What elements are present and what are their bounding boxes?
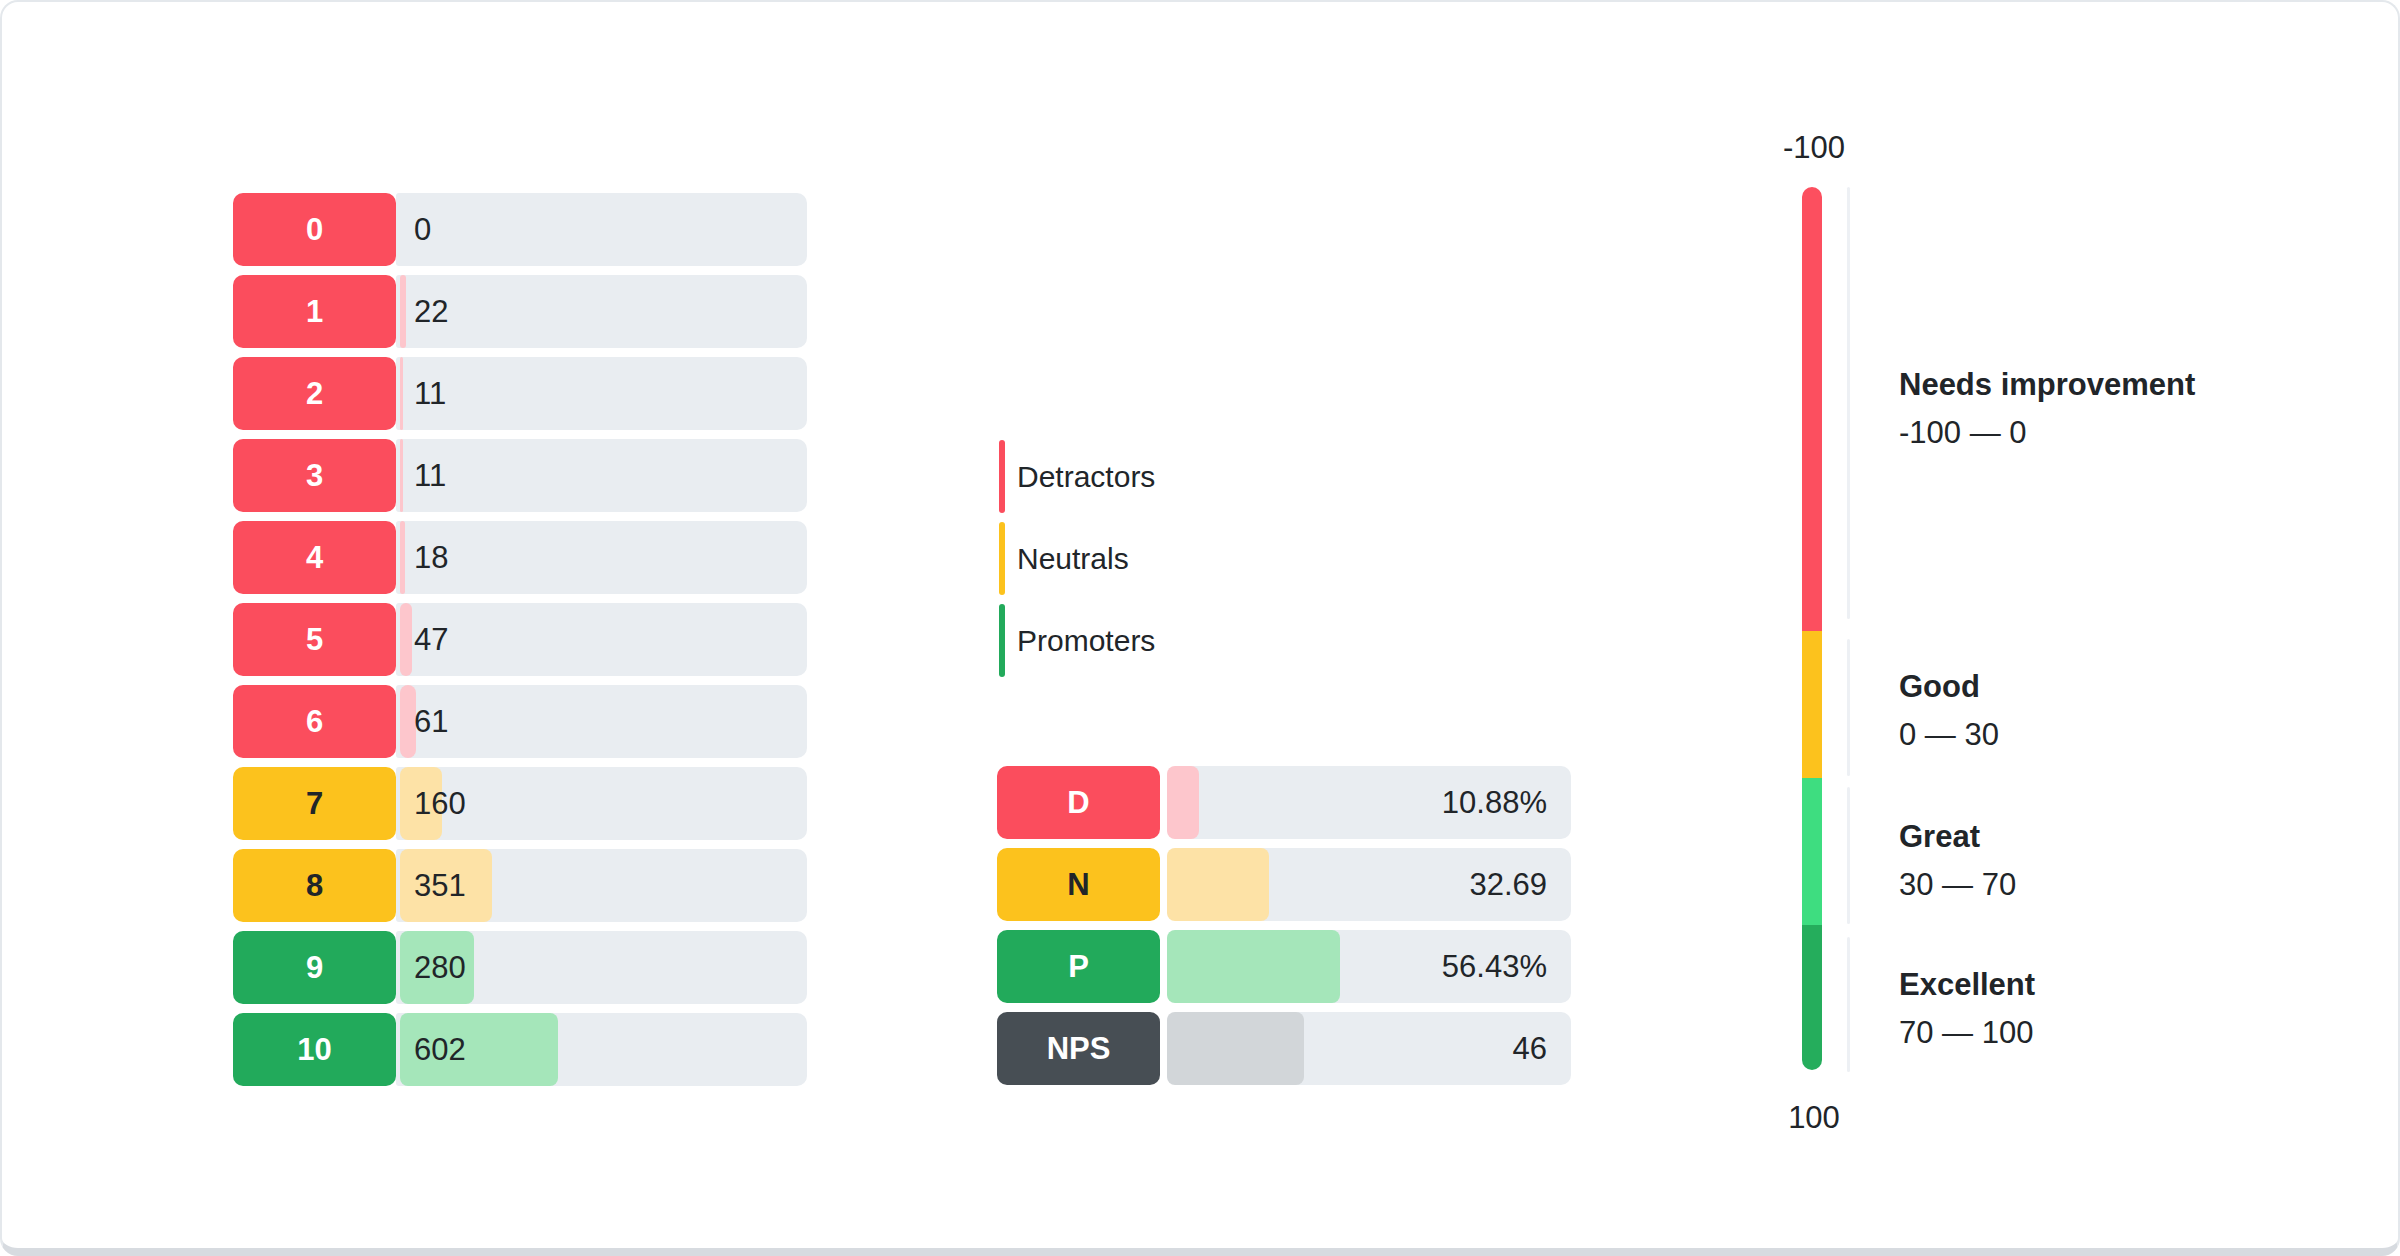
score-track-10: 602 <box>396 1013 807 1086</box>
score-count-0: 0 <box>396 193 807 266</box>
legend-item-detractors: Detractors <box>999 440 1155 513</box>
score-track-7: 160 <box>396 767 807 840</box>
summary-button-d[interactable]: D <box>997 766 1160 839</box>
score-row-6: 6 61 <box>233 685 807 758</box>
score-row-9: 9 280 <box>233 931 807 1004</box>
summary-row-neutrals: N 32.69 <box>997 848 1571 921</box>
score-row-2: 2 11 <box>233 357 807 430</box>
summary-value-d: 10.88% <box>1167 766 1571 839</box>
gauge-label-needs-improvement: Needs improvement -100 — 0 <box>1899 363 2195 455</box>
score-button-8[interactable]: 8 <box>233 849 396 922</box>
score-track-5: 47 <box>396 603 807 676</box>
legend-item-neutrals: Neutrals <box>999 522 1155 595</box>
score-button-2[interactable]: 2 <box>233 357 396 430</box>
summary-bars: D 10.88% N 32.69 P 56.43% NPS 46 <box>997 766 1571 1094</box>
gauge-label-good: Good 0 — 30 <box>1899 665 1999 757</box>
gauge-axis-segment-4 <box>1847 937 1850 1072</box>
score-count-9: 280 <box>396 931 807 1004</box>
zone-range: -100 — 0 <box>1899 411 2195 455</box>
summary-track-d: 10.88% <box>1167 766 1571 839</box>
gauge-zone-needs-improvement <box>1802 187 1822 631</box>
score-count-10: 602 <box>396 1013 807 1086</box>
score-row-0: 0 0 <box>233 193 807 266</box>
summary-button-p[interactable]: P <box>997 930 1160 1003</box>
score-track-0: 0 <box>396 193 807 266</box>
score-row-1: 1 22 <box>233 275 807 348</box>
summary-value-p: 56.43% <box>1167 930 1571 1003</box>
score-track-2: 11 <box>396 357 807 430</box>
summary-button-n[interactable]: N <box>997 848 1160 921</box>
score-button-9[interactable]: 9 <box>233 931 396 1004</box>
zone-range: 30 — 70 <box>1899 863 2016 907</box>
neutrals-swatch-icon <box>999 522 1005 595</box>
score-button-6[interactable]: 6 <box>233 685 396 758</box>
summary-row-nps: NPS 46 <box>997 1012 1571 1085</box>
nps-widget-card: 0 0 1 22 2 11 3 11 <box>0 0 2400 1256</box>
summary-track-n: 32.69 <box>1167 848 1571 921</box>
score-button-3[interactable]: 3 <box>233 439 396 512</box>
gauge-axis-segment-3 <box>1847 787 1850 924</box>
legend-item-promoters: Promoters <box>999 604 1155 677</box>
score-track-6: 61 <box>396 685 807 758</box>
zone-range: 70 — 100 <box>1899 1011 2035 1055</box>
score-track-8: 351 <box>396 849 807 922</box>
gauge-zone-great <box>1802 778 1822 925</box>
gauge-label-excellent: Excellent 70 — 100 <box>1899 963 2035 1055</box>
score-row-10: 10 602 <box>233 1013 807 1086</box>
score-count-5: 47 <box>396 603 807 676</box>
gauge-bar <box>1802 187 1822 1070</box>
score-count-4: 18 <box>396 521 807 594</box>
score-button-5[interactable]: 5 <box>233 603 396 676</box>
gauge-axis-segment-2 <box>1847 639 1850 776</box>
summary-button-nps[interactable]: NPS <box>997 1012 1160 1085</box>
zone-title: Excellent <box>1899 963 2035 1007</box>
gauge-max-label: -100 <box>1780 130 1848 166</box>
score-count-1: 22 <box>396 275 807 348</box>
zone-range: 0 — 30 <box>1899 713 1999 757</box>
summary-row-promoters: P 56.43% <box>997 930 1571 1003</box>
summary-row-detractors: D 10.88% <box>997 766 1571 839</box>
score-track-3: 11 <box>396 439 807 512</box>
summary-value-nps: 46 <box>1167 1012 1571 1085</box>
score-row-8: 8 351 <box>233 849 807 922</box>
score-button-0[interactable]: 0 <box>233 193 396 266</box>
gauge-zone-excellent <box>1802 925 1822 1070</box>
score-row-4: 4 18 <box>233 521 807 594</box>
zone-title: Good <box>1899 665 1999 709</box>
legend-label-promoters: Promoters <box>1017 604 1155 677</box>
legend-label-neutrals: Neutrals <box>1017 522 1129 595</box>
score-count-8: 351 <box>396 849 807 922</box>
summary-track-nps: 46 <box>1167 1012 1571 1085</box>
summary-track-p: 56.43% <box>1167 930 1571 1003</box>
gauge-zone-good <box>1802 631 1822 778</box>
score-button-7[interactable]: 7 <box>233 767 396 840</box>
summary-value-n: 32.69 <box>1167 848 1571 921</box>
score-button-1[interactable]: 1 <box>233 275 396 348</box>
score-count-2: 11 <box>396 357 807 430</box>
score-count-3: 11 <box>396 439 807 512</box>
legend-label-detractors: Detractors <box>1017 440 1155 513</box>
gauge-label-great: Great 30 — 70 <box>1899 815 2016 907</box>
legend: Detractors Neutrals Promoters <box>999 440 1155 686</box>
score-button-4[interactable]: 4 <box>233 521 396 594</box>
gauge-axis-segment-1 <box>1847 187 1850 619</box>
promoters-swatch-icon <box>999 604 1005 677</box>
score-count-7: 160 <box>396 767 807 840</box>
zone-title: Needs improvement <box>1899 363 2195 407</box>
score-row-7: 7 160 <box>233 767 807 840</box>
score-track-9: 280 <box>396 931 807 1004</box>
score-count-6: 61 <box>396 685 807 758</box>
score-row-5: 5 47 <box>233 603 807 676</box>
zone-title: Great <box>1899 815 2016 859</box>
score-distribution: 0 0 1 22 2 11 3 11 <box>233 193 807 1095</box>
detractors-swatch-icon <box>999 440 1005 513</box>
score-track-1: 22 <box>396 275 807 348</box>
nps-gauge: -100 Needs improvement -100 — 0 Good 0 —… <box>1802 130 2400 1190</box>
score-button-10[interactable]: 10 <box>233 1013 396 1086</box>
score-row-3: 3 11 <box>233 439 807 512</box>
score-track-4: 18 <box>396 521 807 594</box>
gauge-min-label: 100 <box>1780 1100 1848 1136</box>
